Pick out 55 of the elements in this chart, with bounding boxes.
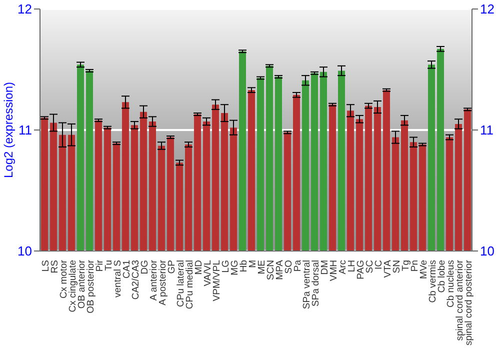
- x-tick-label: Cb vermis: [428, 260, 438, 303]
- x-tick-label: Pir: [94, 260, 106, 272]
- y-tick-label: 12: [18, 2, 32, 17]
- x-tick-label: LG: [220, 260, 232, 273]
- x-tick-label: spinal cord anterior: [454, 260, 466, 341]
- y-tick-label: 10: [18, 244, 32, 259]
- x-tick-label: DG: [140, 260, 150, 274]
- x-tick-label: VA/VL: [202, 260, 214, 286]
- x-tick-label: PAG: [356, 260, 366, 280]
- x-tick-label: IC: [374, 260, 384, 270]
- x-tick-label: GP: [166, 260, 178, 274]
- x-tick-label: ME: [256, 260, 268, 274]
- x-tick-label: MPA: [274, 259, 286, 280]
- x-tick-label: MD: [194, 260, 204, 275]
- x-tick-label: CPu lateral: [176, 260, 186, 307]
- x-tick-label: Cx motor: [58, 260, 70, 299]
- x-tick-label: MG: [230, 260, 240, 276]
- x-tick-label: LH: [346, 260, 358, 272]
- x-tick-label: VPM/VPL: [212, 260, 222, 302]
- x-tick-label: ventral S: [112, 260, 124, 298]
- x-tick-label: Tu: [104, 260, 114, 271]
- x-tick-label: VMH: [328, 260, 340, 282]
- x-tick-label: SPa ventral: [302, 260, 312, 310]
- y-tick-label: 11: [18, 122, 32, 138]
- x-tick-label: Cb lobe: [436, 260, 448, 293]
- x-tick-label: CA2/CA3: [130, 260, 142, 300]
- x-tick-label: CPu medial: [184, 260, 196, 310]
- y2-tick-label: 10: [480, 244, 494, 259]
- x-tick-label: SPa dorsal: [310, 260, 322, 306]
- x-tick-label: Cx cingulate: [68, 260, 78, 312]
- x-tick-label: M: [248, 260, 258, 268]
- x-tick-label: CA1: [122, 260, 132, 278]
- x-tick-label: Arc: [338, 260, 348, 274]
- x-tick-label: SN: [392, 260, 402, 274]
- x-tick-label: Cb nucleus: [446, 260, 456, 308]
- x-tick-label: MVe: [418, 260, 430, 280]
- y2-tick-label: 11: [480, 122, 494, 138]
- x-tick-label: Hb: [238, 260, 250, 272]
- x-tick-label: OB posterior: [86, 260, 96, 314]
- x-tick-label: OB anterior: [76, 260, 88, 309]
- x-tick-label: spinal cord posterior: [464, 260, 474, 346]
- x-tick-label: SCN: [266, 260, 276, 280]
- x-tick-label: A anterior: [148, 260, 160, 301]
- x-tick-label: SO: [284, 260, 294, 274]
- x-tick-label: LS: [40, 260, 52, 272]
- x-tick-label: Pa: [292, 259, 304, 272]
- y-axis-title: Log2 (expression): [1, 82, 16, 178]
- x-tick-label: DM: [320, 260, 330, 275]
- x-tick-label: RS: [50, 260, 60, 274]
- x-tick-label: SC: [364, 260, 376, 274]
- y2-tick-label: 12: [480, 2, 494, 17]
- x-tick-label: A posterior: [158, 260, 168, 306]
- x-tick-label: Tg: [400, 260, 412, 272]
- x-tick-label: Pn: [410, 260, 420, 272]
- x-tick-label: VTA: [382, 259, 394, 278]
